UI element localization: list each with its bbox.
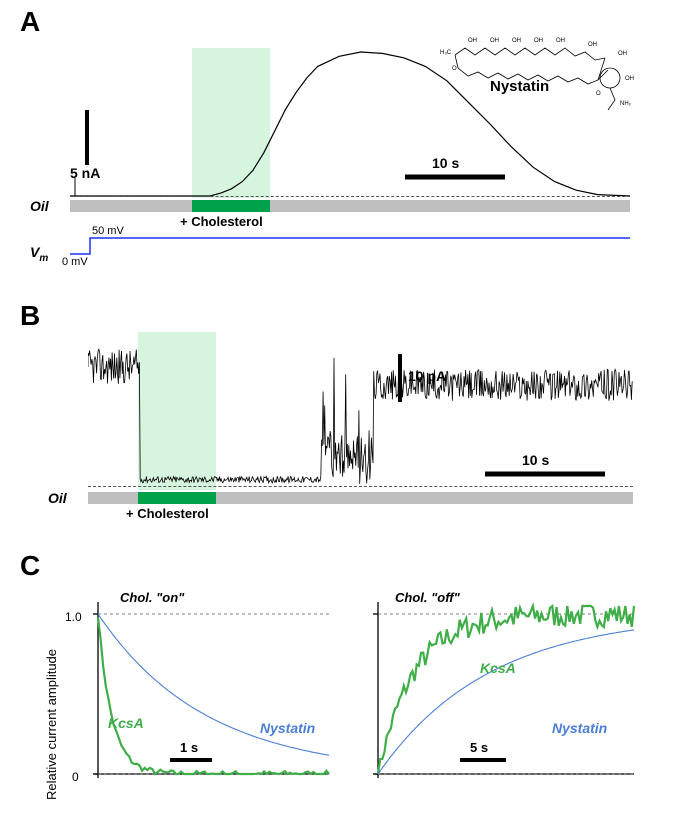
panel-c-right-nystatin-label: Nystatin [552, 720, 607, 736]
panel-c-left-nystatin-label: Nystatin [260, 720, 315, 736]
panel-a-y-scalebar [82, 110, 92, 165]
panel-b-y-scalebar [395, 354, 405, 402]
panel-a-chol-bar [192, 200, 270, 212]
panel-c-y-label: Relative current amplitude [44, 649, 59, 800]
panel-c-right-title: Chol. "off" [395, 590, 460, 605]
vm-text: V [30, 244, 39, 260]
panel-c-left-kcsa-label: KcsA [108, 715, 144, 731]
panel-c-left-plot [80, 586, 335, 796]
panel-c-left-x-scale-label: 1 s [180, 740, 198, 755]
panel-c-tick-0: 0 [72, 770, 79, 784]
panel-a-current-trace [70, 40, 630, 200]
panel-a-baseline [70, 196, 630, 197]
panel-a-vm-label: Vm [30, 244, 48, 264]
panel-a-y-scale-label: 5 nA [70, 165, 100, 181]
panel-c-right-kcsa-label: KcsA [480, 660, 516, 676]
panel-c-right-plot [360, 586, 640, 796]
panel-a-label: A [20, 6, 40, 38]
panel-a-x-scalebar [405, 173, 505, 181]
panel-c-left-x-scalebar [170, 756, 212, 764]
panel-c-tick-1: 1.0 [65, 610, 82, 624]
panel-c-right-x-scale-label: 5 s [470, 740, 488, 755]
panel-c-label: C [20, 550, 40, 582]
panel-b-x-scale-label: 10 s [522, 452, 549, 468]
panel-a-oil-bar [70, 200, 630, 212]
panel-a-chol-label: + Cholesterol [180, 214, 263, 229]
vm-sub: m [39, 253, 48, 264]
panel-b-chol-bar [138, 492, 216, 504]
panel-a-x-scale-label: 10 s [432, 155, 459, 171]
panel-c-right-x-scalebar [460, 756, 506, 764]
panel-b-current-trace [88, 330, 633, 492]
panel-a-vm-trace [70, 232, 630, 262]
panel-b-chol-label: + Cholesterol [126, 506, 209, 521]
panel-b-label: B [20, 300, 40, 332]
panel-a-oil-label: Oil [30, 198, 49, 214]
panel-b-y-scale-label: 10 pA [408, 368, 446, 384]
panel-a-vm-low: 0 mV [62, 256, 88, 268]
panel-b-oil-label: Oil [48, 490, 67, 506]
panel-b-baseline [88, 486, 633, 487]
panel-b-x-scalebar [485, 470, 605, 478]
panel-a-vm-high: 50 mV [92, 225, 124, 237]
panel-c-left-title: Chol. "on" [120, 590, 184, 605]
